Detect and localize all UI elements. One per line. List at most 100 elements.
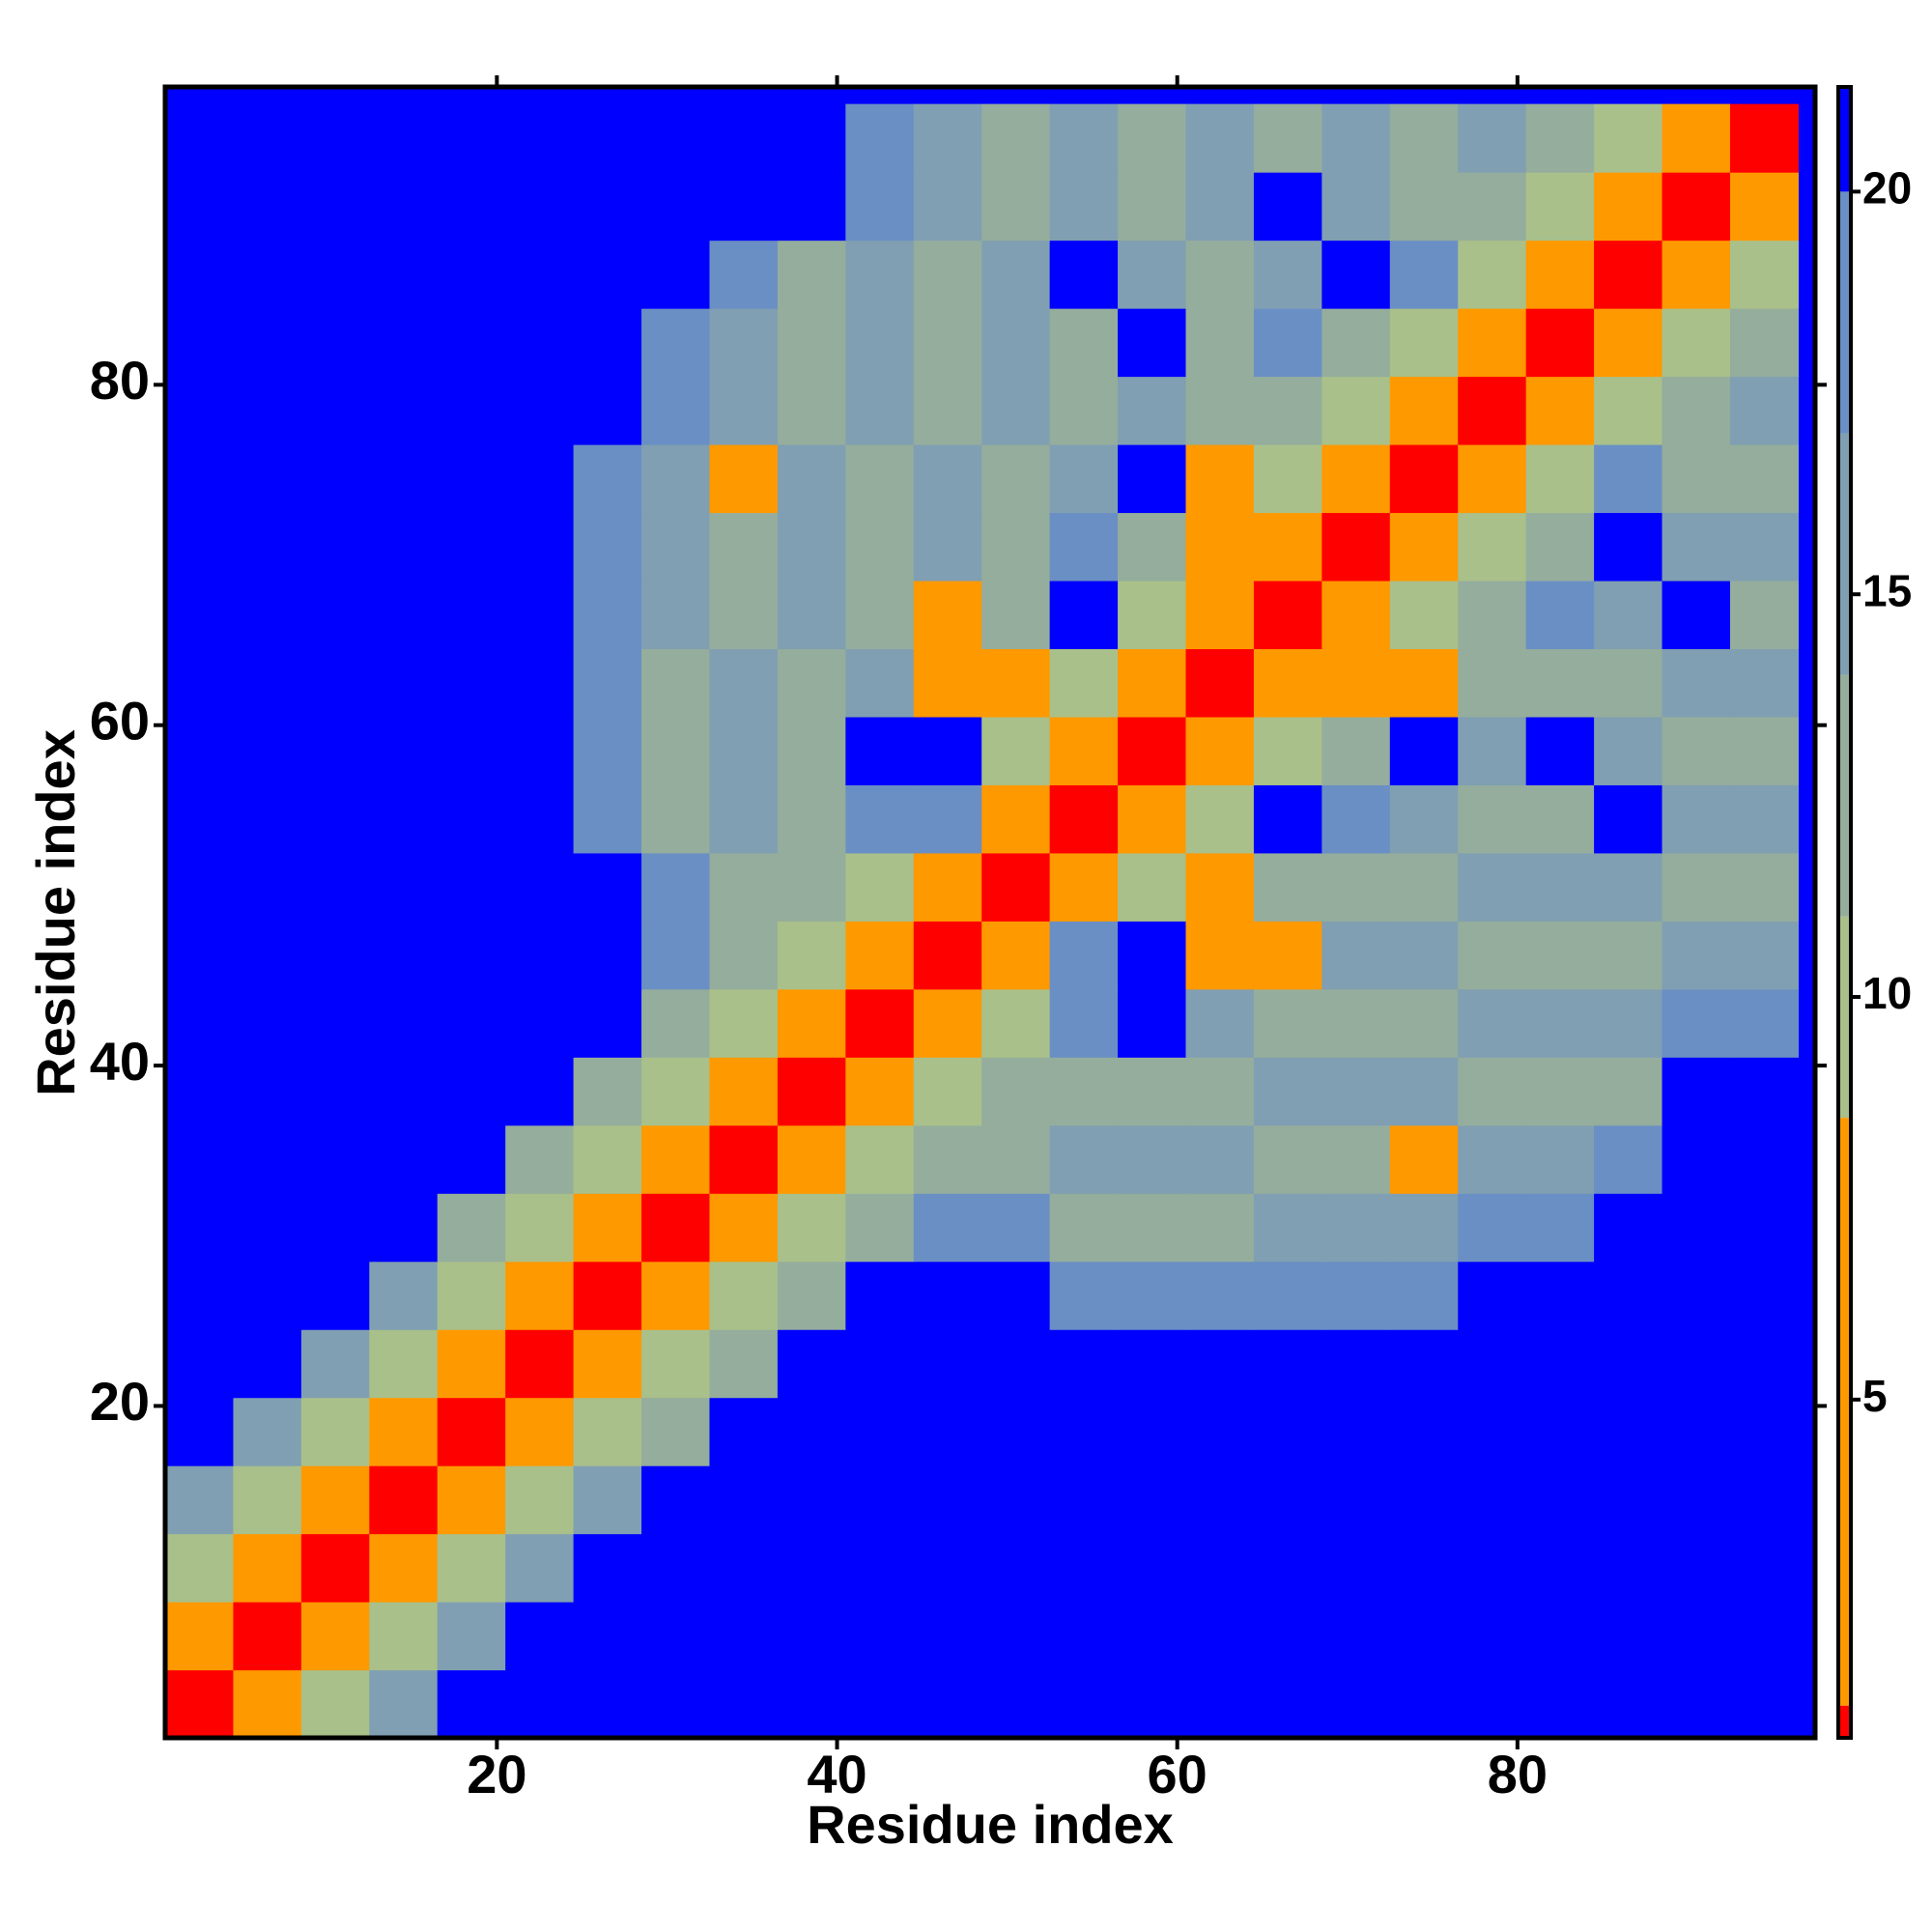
heatmap-cell [1049,443,1119,514]
heatmap-cell [437,921,506,990]
heatmap-cell [1458,1124,1527,1194]
heatmap-cell [233,1124,302,1194]
heatmap-cell [233,1533,302,1603]
heatmap-cell [913,852,982,922]
heatmap-cell [641,1057,711,1126]
colorbar-band [1838,916,1851,1119]
heatmap-cell [1049,1465,1119,1535]
heatmap-cell [845,852,915,922]
heatmap-cell [913,1397,982,1466]
heatmap-cell [913,376,982,445]
heatmap-cell [981,852,1051,922]
heatmap-cell [165,240,235,309]
heatmap-cell [233,512,302,582]
heatmap-cell [1662,1193,1731,1263]
heatmap-cell [1729,1329,1799,1399]
heatmap-cell [437,512,506,582]
heatmap-cell [369,1124,439,1194]
heatmap-cell [573,103,642,173]
heatmap-cell [1594,240,1663,309]
heatmap-cell [505,443,575,514]
heatmap-cell [777,308,846,378]
heatmap-cell [1118,784,1187,854]
heatmap-cell [1253,580,1322,650]
heatmap-cell [641,1329,711,1399]
heatmap-cell [641,1397,711,1466]
heatmap-cell [300,921,370,990]
heatmap-cell [233,716,302,785]
heatmap-cell [233,784,302,854]
heatmap-cell [165,1669,235,1739]
heatmap-cell [1389,1397,1459,1466]
heatmap-cell [233,1465,302,1535]
heatmap-cell [437,1193,506,1263]
heatmap-cell [1185,716,1255,785]
heatmap-cell [1049,240,1119,309]
heatmap-cell [641,1124,711,1194]
heatmap-cell [981,1669,1051,1739]
heatmap-cell [913,1669,982,1739]
heatmap-cell [233,172,302,242]
heatmap-cell [1729,1057,1799,1126]
heatmap-cell [1594,1057,1663,1126]
heatmap-cell [981,580,1051,650]
heatmap-cell [1389,172,1459,242]
heatmap-cell [913,1193,982,1263]
heatmap-cell [573,512,642,582]
heatmap-cell [505,716,575,785]
heatmap-cell [505,988,575,1058]
colorbar-tick-label: 15 [1862,565,1912,615]
heatmap-cell [369,103,439,173]
heatmap-cell [1389,1057,1459,1126]
heatmap-cell [1729,376,1799,445]
heatmap-cell [165,580,235,650]
heatmap-cell [1525,172,1595,242]
heatmap-cell [1594,784,1663,854]
heatmap-cell [1389,1124,1459,1194]
heatmap-cell [1662,240,1731,309]
colorbar-band [1838,1705,1851,1738]
heatmap-cell [437,376,506,445]
heatmap-cell [1594,1261,1663,1330]
heatmap-cell [1118,1261,1187,1330]
heatmap-cell [1458,240,1527,309]
heatmap-cell [369,512,439,582]
heatmap-cell [165,1124,235,1194]
heatmap-cell [845,716,915,785]
heatmap-cell [1049,716,1119,785]
heatmap-cell [233,580,302,650]
heatmap-cell [437,716,506,785]
heatmap-cell [913,1057,982,1126]
x-tick-label: 60 [1148,1744,1208,1804]
heatmap-cell [641,988,711,1058]
heatmap-cell [1525,308,1595,378]
heatmap-cell [1049,988,1119,1058]
heatmap-cell [845,1602,915,1671]
heatmap-cell [300,852,370,922]
heatmap-cell [165,852,235,922]
heatmap-cell [1458,1465,1527,1535]
heatmap-cell [437,240,506,309]
heatmap-cell [913,988,982,1058]
heatmap-cell [1185,172,1255,242]
heatmap-cell [1185,1124,1255,1194]
heatmap-cell [1525,1533,1595,1603]
heatmap-cell [1185,376,1255,445]
heatmap-cell [1321,443,1391,514]
heatmap-cell [1662,648,1731,718]
heatmap-cell [1662,921,1731,990]
heatmap-cell [1118,512,1187,582]
heatmap-cell [1049,921,1119,990]
heatmap-cell [1253,376,1322,445]
heatmap-cell [233,1057,302,1126]
heatmap-cell [573,1057,642,1126]
heatmap-cell [641,1602,711,1671]
heatmap-cell [1594,648,1663,718]
heatmap-cell [437,1329,506,1399]
heatmap-cell [437,1397,506,1466]
heatmap-cell [1525,1397,1595,1466]
heatmap-cell [437,1057,506,1126]
heatmap-cell [165,1261,235,1330]
heatmap-cell [1118,1465,1187,1535]
heatmap-cell [709,988,779,1058]
